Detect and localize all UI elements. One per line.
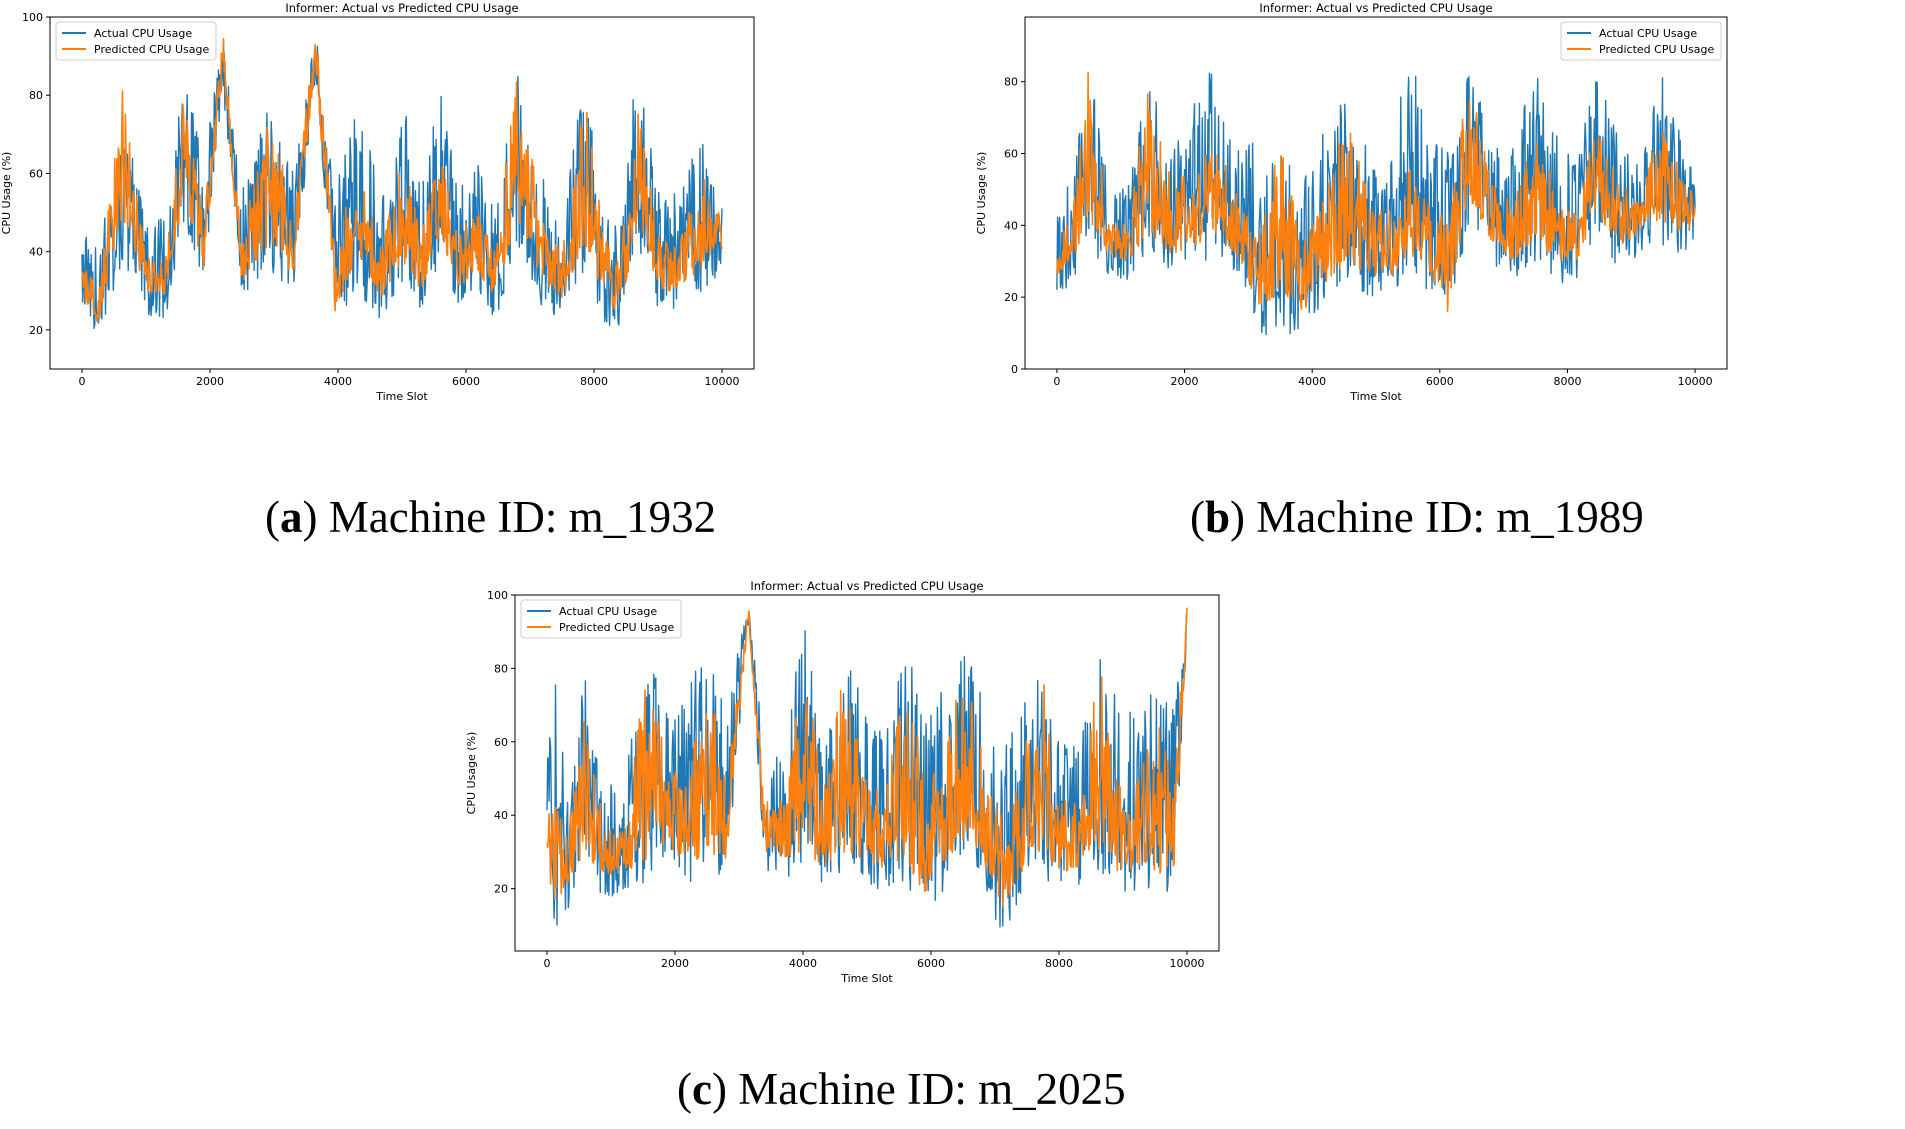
y-axis-label: CPU Usage (%) bbox=[465, 732, 478, 815]
plot-area bbox=[81, 37, 723, 330]
x-tick-label: 0 bbox=[79, 375, 86, 388]
y-tick-label: 40 bbox=[494, 809, 508, 822]
plot-frame bbox=[49, 16, 755, 370]
legend-label-actual: Actual CPU Usage bbox=[1599, 27, 1697, 40]
y-tick-label: 60 bbox=[29, 167, 43, 180]
x-axis-label: Time Slot bbox=[1349, 390, 1402, 403]
x-tick-label: 10000 bbox=[1678, 375, 1713, 388]
x-axis-label: Time Slot bbox=[375, 390, 428, 403]
chart-panel-c: Informer: Actual vs Predicted CPU Usage 0… bbox=[465, 578, 1405, 1129]
chart-title: Informer: Actual vs Predicted CPU Usage bbox=[750, 579, 983, 593]
x-tick-label: 6000 bbox=[917, 957, 945, 970]
y-tick-label: 80 bbox=[29, 89, 43, 102]
y-tick-label: 80 bbox=[1004, 76, 1018, 89]
legend: Actual CPU Usage Predicted CPU Usage bbox=[520, 599, 682, 639]
chart-panel-a: Informer: Actual vs Predicted CPU Usage 0… bbox=[0, 0, 940, 560]
chart-title: Informer: Actual vs Predicted CPU Usage bbox=[1259, 1, 1492, 15]
x-tick-label: 8000 bbox=[580, 375, 608, 388]
legend-label-actual: Actual CPU Usage bbox=[94, 27, 192, 40]
plot-area bbox=[546, 607, 1188, 928]
x-axis-label: Time Slot bbox=[840, 972, 893, 985]
y-axis-label: CPU Usage (%) bbox=[0, 152, 13, 235]
series-actual-line bbox=[546, 611, 1188, 928]
x-tick-label: 10000 bbox=[705, 375, 740, 388]
chart-a: Informer: Actual vs Predicted CPU Usage 0… bbox=[0, 1, 755, 403]
plot-area bbox=[1056, 71, 1696, 336]
x-tick-label: 4000 bbox=[1298, 375, 1326, 388]
x-tick-label: 6000 bbox=[452, 375, 480, 388]
series-actual-line bbox=[81, 45, 723, 330]
caption-b: (b) Machine ID: m_1989 bbox=[1190, 492, 1644, 542]
y-tick-label: 20 bbox=[494, 883, 508, 896]
x-tick-label: 2000 bbox=[661, 957, 689, 970]
y-tick-label: 60 bbox=[494, 736, 508, 749]
chart-c: Informer: Actual vs Predicted CPU Usage 0… bbox=[465, 579, 1220, 985]
caption-c: (c) Machine ID: m_2025 bbox=[677, 1064, 1126, 1114]
y-tick-label: 100 bbox=[487, 589, 508, 602]
legend-label-actual: Actual CPU Usage bbox=[559, 605, 657, 618]
y-tick-label: 20 bbox=[1004, 291, 1018, 304]
legend-label-predicted: Predicted CPU Usage bbox=[559, 621, 675, 634]
x-tick-label: 2000 bbox=[196, 375, 224, 388]
legend: Actual CPU Usage Predicted CPU Usage bbox=[55, 21, 217, 61]
x-tick-label: 4000 bbox=[789, 957, 817, 970]
plot-frame bbox=[514, 594, 1220, 952]
plot-frame bbox=[1024, 16, 1728, 370]
series-predicted-line bbox=[1056, 71, 1696, 312]
y-tick-label: 40 bbox=[29, 246, 43, 259]
y-tick-label: 0 bbox=[1011, 363, 1018, 376]
x-tick-label: 6000 bbox=[1426, 375, 1454, 388]
legend-box bbox=[520, 599, 682, 639]
series-predicted-line bbox=[546, 607, 1188, 908]
chart-panel-b: Informer: Actual vs Predicted CPU Usage 0… bbox=[975, 0, 1905, 560]
legend-label-predicted: Predicted CPU Usage bbox=[1599, 43, 1715, 56]
x-tick-label: 0 bbox=[1053, 375, 1060, 388]
x-tick-label: 0 bbox=[544, 957, 551, 970]
y-tick-label: 100 bbox=[22, 11, 43, 24]
caption-a: (a) Machine ID: m_1932 bbox=[265, 492, 717, 542]
chart-title: Informer: Actual vs Predicted CPU Usage bbox=[285, 1, 518, 15]
y-tick-label: 60 bbox=[1004, 147, 1018, 160]
x-tick-label: 4000 bbox=[324, 375, 352, 388]
y-tick-label: 20 bbox=[29, 324, 43, 337]
x-tick-label: 8000 bbox=[1553, 375, 1581, 388]
series-predicted-line bbox=[81, 37, 723, 323]
legend-box bbox=[1560, 21, 1722, 61]
y-tick-label: 40 bbox=[1004, 219, 1018, 232]
chart-b: Informer: Actual vs Predicted CPU Usage 0… bbox=[975, 1, 1728, 403]
y-axis-label: CPU Usage (%) bbox=[975, 152, 988, 235]
legend-label-predicted: Predicted CPU Usage bbox=[94, 43, 210, 56]
legend-box bbox=[55, 21, 217, 61]
legend: Actual CPU Usage Predicted CPU Usage bbox=[1560, 21, 1722, 61]
y-tick-label: 80 bbox=[494, 662, 508, 675]
x-tick-label: 8000 bbox=[1045, 957, 1073, 970]
series-actual-line bbox=[1056, 72, 1696, 336]
x-tick-label: 2000 bbox=[1171, 375, 1199, 388]
x-tick-label: 10000 bbox=[1170, 957, 1205, 970]
